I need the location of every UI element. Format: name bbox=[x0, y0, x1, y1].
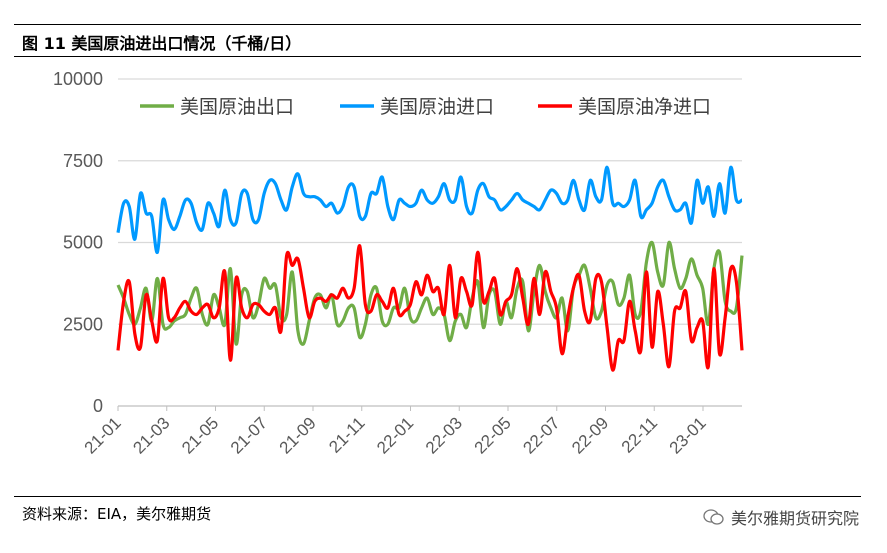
footer-rule bbox=[14, 496, 861, 497]
title-rule bbox=[14, 56, 861, 57]
source-note: 资料来源：EIA，美尔雅期货 bbox=[22, 505, 212, 523]
x-tick-label: 22-07 bbox=[519, 413, 563, 457]
x-tick-label: 21-01 bbox=[81, 413, 125, 457]
x-tick-label: 23-01 bbox=[666, 413, 710, 457]
chart-title: 图 11 美国原油进出口情况（千桶/日） bbox=[22, 34, 302, 53]
wechat-icon bbox=[703, 509, 724, 525]
series-line-2 bbox=[116, 244, 744, 372]
top-rule bbox=[14, 24, 861, 25]
x-tick-label: 22-01 bbox=[373, 413, 417, 457]
x-tick-label: 21-07 bbox=[227, 413, 271, 457]
watermark-text: 美尔雅期货研究院 bbox=[730, 509, 859, 528]
legend-label: 美国原油净进口 bbox=[578, 96, 711, 118]
x-tick-label: 21-05 bbox=[178, 413, 222, 457]
x-tick-label: 22-05 bbox=[471, 413, 515, 457]
y-tick-label: 0 bbox=[93, 396, 103, 416]
y-tick-label: 7500 bbox=[63, 151, 103, 171]
y-tick-label: 10000 bbox=[53, 69, 103, 89]
watermark: 美尔雅期货研究院 bbox=[703, 505, 859, 529]
x-tick-label: 22-11 bbox=[618, 413, 661, 456]
series-line-0 bbox=[116, 240, 744, 346]
legend-label: 美国原油出口 bbox=[180, 96, 294, 118]
x-tick-label: 21-11 bbox=[325, 413, 368, 456]
x-tick-label: 21-09 bbox=[276, 413, 320, 457]
y-tick-label: 2500 bbox=[63, 314, 103, 334]
x-tick-label: 22-03 bbox=[422, 413, 466, 457]
x-tick-label: 21-03 bbox=[129, 413, 173, 457]
series-line-1 bbox=[116, 165, 743, 254]
y-tick-label: 5000 bbox=[63, 233, 103, 253]
x-tick-label: 22-09 bbox=[568, 413, 612, 457]
legend-label: 美国原油进口 bbox=[380, 96, 494, 118]
